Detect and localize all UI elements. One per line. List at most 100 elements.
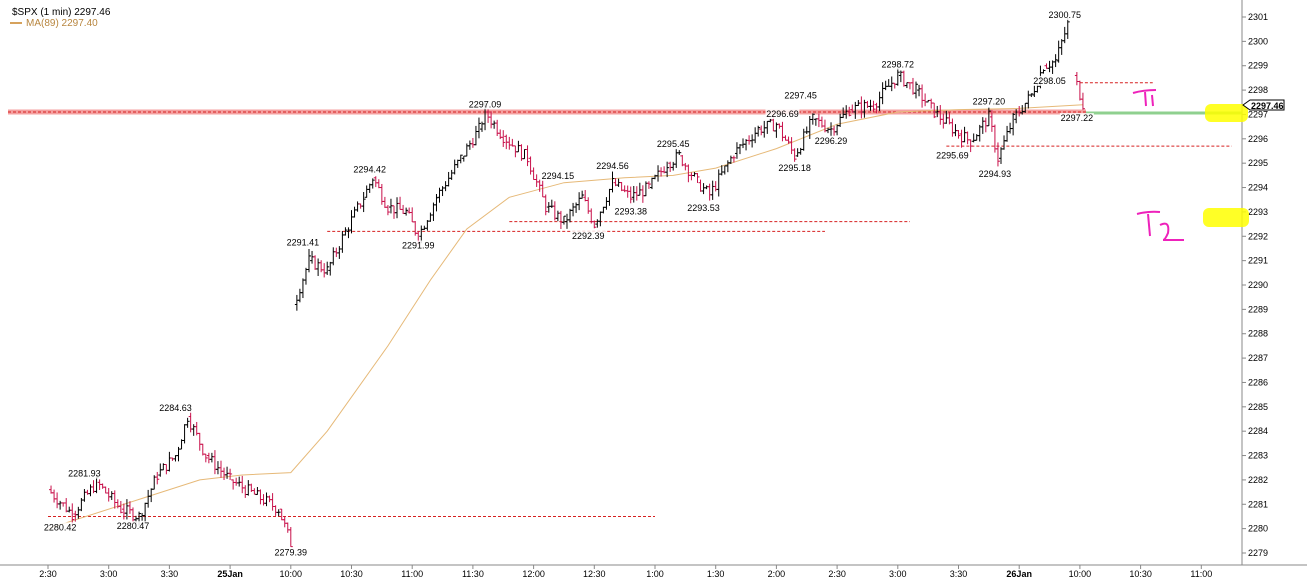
price-bar [1077,80,1082,101]
y-tick-label: 2284 [1248,426,1268,436]
price-bar [910,77,915,95]
price-bar [446,171,451,187]
y-tick-label: 2289 [1248,304,1268,314]
price-bar [877,91,882,112]
price-label: 2292.39 [572,231,605,241]
price-label-bg [1047,10,1082,21]
price-labels: 2281.93 2280.42 2280.47 2284.63 2279.39 2291.… [43,10,1094,558]
price-bar [886,79,891,87]
price-bar [974,134,979,141]
price-bar [112,490,117,509]
price-bar [707,183,712,201]
price-bar [555,210,560,222]
price-bar [218,460,223,478]
t1-annotation [1132,89,1157,107]
price-bar [58,500,63,510]
price-bar [1029,93,1034,98]
price-label: 2297.20 [973,97,1006,107]
price-bar [983,117,988,133]
x-tick-label: 3:30 [161,569,179,579]
price-label-bg [1032,75,1067,86]
price-label-bg [352,164,387,175]
price-bar [155,471,160,485]
price-bar [525,145,530,167]
price-bar [361,192,366,213]
price-bar [656,165,661,182]
price-bar [325,261,330,275]
price-bar [273,505,278,516]
y-tick-label: 2280 [1248,524,1268,534]
price-bar [55,492,60,509]
price-label: 2280.47 [117,521,150,531]
price-bar [646,181,651,189]
price-bar [671,161,676,171]
price-bar [261,494,266,506]
price-bar [222,467,227,480]
price-label: 2294.56 [596,161,629,171]
price-bar [756,125,761,137]
price-bar [604,197,609,210]
price-bar [307,248,312,273]
price-bar [1059,39,1064,55]
price-bar [209,452,214,463]
price-label-bg [1059,113,1094,124]
price-bar [246,480,251,496]
price-bar [668,161,673,172]
price-bar [319,260,324,273]
price-bar [552,201,557,221]
price-bar [628,186,633,204]
price-bar [476,117,481,139]
price-label-bg [880,59,915,70]
price-bar [704,185,709,190]
price-bar [428,212,433,222]
annotations [1132,89,1249,241]
price-label-bg [613,206,648,217]
price-bar [364,185,369,198]
price-bar [434,194,439,212]
price-label-bg [468,99,503,110]
price-bar [373,176,378,188]
price-label-bg [783,90,818,101]
x-tick-label: 2:00 [768,569,786,579]
price-bar [522,148,527,160]
price-bar [765,120,770,134]
price-bar [492,120,497,129]
y-tick-label: 2296 [1248,134,1268,144]
price-bar [449,169,454,180]
y-tick-label: 2298 [1248,85,1268,95]
price-label: 2297.22 [1061,113,1094,123]
price-bar [264,492,269,507]
price-bar [804,126,809,134]
price-label: 2293.38 [614,207,647,217]
highlight-t2 [1203,208,1249,227]
price-bar [789,137,794,155]
price-bar [467,140,472,150]
price-bar [240,475,245,494]
x-tick-label: 25Jan [217,569,243,579]
price-bar [780,121,785,142]
price-bar [1002,135,1007,150]
y-tick-label: 2286 [1248,377,1268,387]
price-bar [883,80,888,91]
price-bar [932,102,937,119]
y-tick-label: 2292 [1248,231,1268,241]
price-bar [294,294,299,311]
price-bar [401,204,406,214]
price-bar [1062,26,1067,44]
price-bar [528,156,533,175]
price-label: 2297.45 [784,90,817,100]
price-label: 2284.63 [159,403,192,413]
price-bar [561,215,566,225]
price-bar [346,227,351,239]
price-bar [328,261,333,276]
price-bar [835,124,840,136]
x-tick-label: 11:00 [401,569,423,579]
price-bar [923,93,928,107]
price-bar [1026,90,1031,109]
price-bar [331,247,336,266]
price-bars [49,17,1085,548]
t2-annotation [1136,210,1184,241]
price-label: 2295.18 [778,163,811,173]
price-bar [568,208,573,223]
